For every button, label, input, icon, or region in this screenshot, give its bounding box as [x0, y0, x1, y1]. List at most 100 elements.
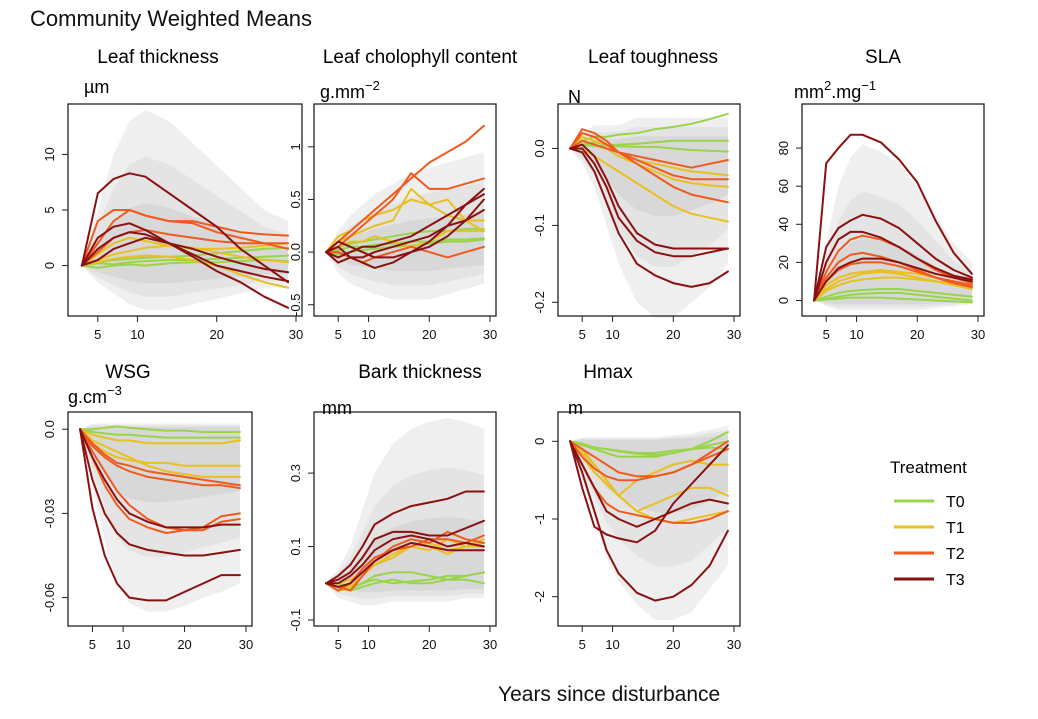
panel-unit: µm	[84, 77, 109, 97]
series-line-t3	[569, 147, 729, 288]
series-line-t2	[79, 428, 241, 490]
x-tick-label: 5	[89, 637, 96, 652]
y-tick-label: 0.0	[532, 139, 547, 157]
x-tick-label: 20	[177, 637, 191, 652]
y-tick-label: 0.3	[288, 464, 303, 482]
series-line-t1	[325, 187, 485, 254]
series-line-t2	[813, 234, 973, 302]
series-line-t3	[80, 236, 290, 283]
panel-unit: g.mm−2	[320, 78, 380, 102]
legend: Treatment T0 T1 T2 T3	[890, 458, 967, 589]
x-tick-label: 30	[239, 637, 253, 652]
x-tick-label: 10	[130, 327, 144, 342]
panel-unit: mm2.mg−1	[794, 78, 876, 102]
panel-3: 5 10 20 30 0 20 40 60 80 SLA mm2.mg−1	[776, 47, 985, 342]
x-tick-label: 5	[335, 327, 342, 342]
uncertainty-band	[81, 203, 289, 284]
x-axis-label: Years since disturbance	[498, 683, 721, 706]
series-line-t2	[569, 440, 729, 478]
series-line-t0	[569, 440, 729, 458]
series-line-t3	[325, 534, 485, 585]
y-tick-label: -0.1	[288, 609, 303, 631]
y-tick-label: 0	[532, 438, 547, 445]
series-line-t1	[79, 428, 241, 467]
x-tick-label: 20	[422, 637, 436, 652]
y-tick-label: 0.0	[42, 420, 57, 438]
y-tick-label: 40	[776, 217, 791, 231]
series-line-t3	[325, 193, 485, 259]
legend-label-t1: T1	[946, 520, 965, 537]
series-line-t3	[569, 440, 729, 528]
series-line-t3	[569, 143, 729, 250]
panel-0: 5 10 20 30 0 5 10 Leaf thickness µm	[42, 47, 303, 342]
series-line-t0	[325, 237, 485, 254]
series-line-t1	[325, 198, 485, 254]
legend-label-t3: T3	[946, 572, 965, 589]
series-line-t1	[325, 538, 485, 592]
x-tick-label: 20	[666, 637, 680, 652]
y-tick-label: 1	[288, 143, 303, 150]
series-line-t2	[325, 245, 485, 264]
y-tick-label: 80	[776, 141, 791, 155]
panel-unit: N	[568, 87, 581, 107]
series-line-t1	[813, 270, 973, 302]
panel-frame	[313, 103, 497, 317]
x-tick-label: 30	[483, 637, 497, 652]
x-tick-label: 5	[335, 637, 342, 652]
series-line-t0	[79, 425, 241, 433]
series-line-t1	[79, 428, 241, 478]
series-line-t3	[325, 187, 485, 259]
x-tick-label: 10	[116, 637, 130, 652]
y-tick-label: 10	[42, 147, 57, 161]
y-axis: -0.06 -0.03 0.0	[42, 420, 68, 612]
series-line-t2	[325, 172, 485, 254]
y-axis: -0.5 0.0 0.5 1	[288, 143, 314, 316]
series-line-t0	[569, 431, 729, 457]
series-line-t2	[813, 251, 973, 302]
x-axis: 5 10 20 30	[335, 316, 497, 342]
panel-title: Leaf cholophyll content	[323, 47, 518, 68]
x-tick-label: 20	[910, 327, 924, 342]
panel-title: Hmax	[583, 362, 633, 383]
series-line-t3	[79, 428, 241, 602]
panel-2: 5 10 20 30 -0.2 -0.1 0.0 Leaf toughness N	[532, 47, 741, 342]
series-line-t2	[569, 139, 729, 169]
y-tick-label: 0.0	[288, 243, 303, 261]
y-tick-label: 20	[776, 255, 791, 269]
y-tick-label: 0	[776, 297, 791, 304]
series-line-t0	[80, 259, 290, 269]
x-axis: 5 10 20 30	[579, 316, 741, 342]
series-line-t3	[325, 209, 485, 264]
y-tick-label: -0.06	[42, 583, 57, 613]
series-line-t1	[569, 440, 729, 513]
y-tick-label: 60	[776, 179, 791, 193]
y-axis: -2 -1 0	[532, 438, 558, 602]
x-tick-label: 30	[727, 637, 741, 652]
series-line-t2	[569, 132, 729, 181]
series-line-t3	[325, 541, 485, 588]
x-axis: 5 10 20 30	[823, 316, 985, 342]
y-tick-label: -0.5	[288, 294, 303, 316]
y-tick-label: -1	[532, 513, 547, 525]
series-line-t1	[80, 254, 290, 289]
uncertainty-band	[80, 427, 240, 503]
legend-title: Treatment	[890, 458, 967, 477]
x-axis: 5 10 20 30	[94, 316, 303, 342]
panel-title: Bark thickness	[358, 362, 482, 383]
series-line-t3	[569, 147, 729, 258]
panel-unit: m	[568, 398, 583, 418]
y-axis: -0.2 -0.1 0.0	[532, 139, 558, 314]
x-tick-label: 10	[361, 637, 375, 652]
x-tick-label: 5	[823, 327, 830, 342]
panel-title: WSG	[105, 362, 150, 383]
y-tick-label: 0.1	[288, 538, 303, 556]
series-line-t3	[813, 257, 973, 302]
y-tick-label: 0	[42, 262, 57, 269]
series-line-t2	[325, 530, 485, 592]
x-tick-label: 5	[579, 637, 586, 652]
legend-label-t2: T2	[946, 546, 965, 563]
uncertainty-band	[570, 136, 728, 217]
y-tick-label: 0.5	[288, 190, 303, 208]
y-axis: -0.1 0.1 0.3	[288, 464, 314, 631]
